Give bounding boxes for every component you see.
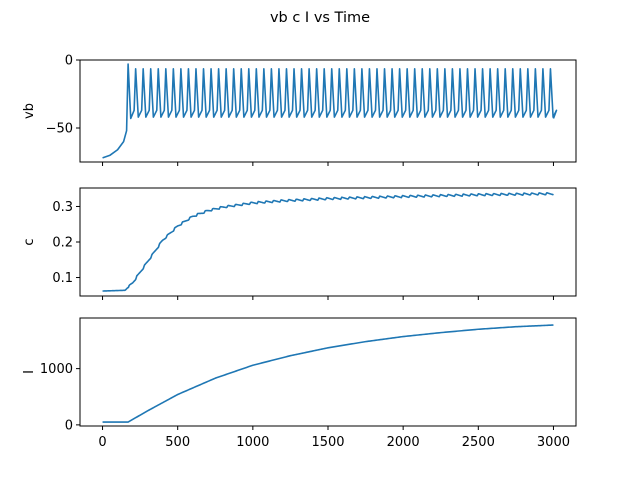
subplot-vb: 0 −50 vb [22,54,577,166]
subplots: 0 −50 vb 0.1 0.2 0.3 c 0 500 1000 1500 2000 2500 3000… [22,54,577,450]
series-line-c [102,191,554,292]
y-tick-label: 0.3 [52,200,73,215]
y-tick-label: 0 [65,418,73,433]
y-axis-label: c [22,238,37,245]
y-axis-label: vb [22,103,37,119]
y-tick-label: 0 [65,54,73,69]
series-line-I [102,324,554,423]
x-tick-label: 2500 [462,435,495,450]
figure-title: vb c I vs Time [270,10,370,26]
axes-frame [79,317,577,427]
axes-frame [79,59,577,163]
x-tick-label: 1500 [311,435,344,450]
y-tick-label: 0.2 [52,236,73,251]
x-tick-label: 1000 [236,435,269,450]
series-line-vb [102,63,558,159]
y-axis-label: I [22,370,37,374]
x-tick-label: 2000 [387,435,420,450]
x-tick-label: 500 [165,435,190,450]
subplot-c: 0.1 0.2 0.3 c [22,187,577,300]
x-tick-label: 3000 [537,435,570,450]
y-tick-label: 0.1 [52,271,73,286]
y-tick-label: −50 [46,122,73,137]
axes-frame [79,187,577,297]
x-tick-label: 0 [98,435,106,450]
y-tick-label: 1000 [40,362,73,377]
